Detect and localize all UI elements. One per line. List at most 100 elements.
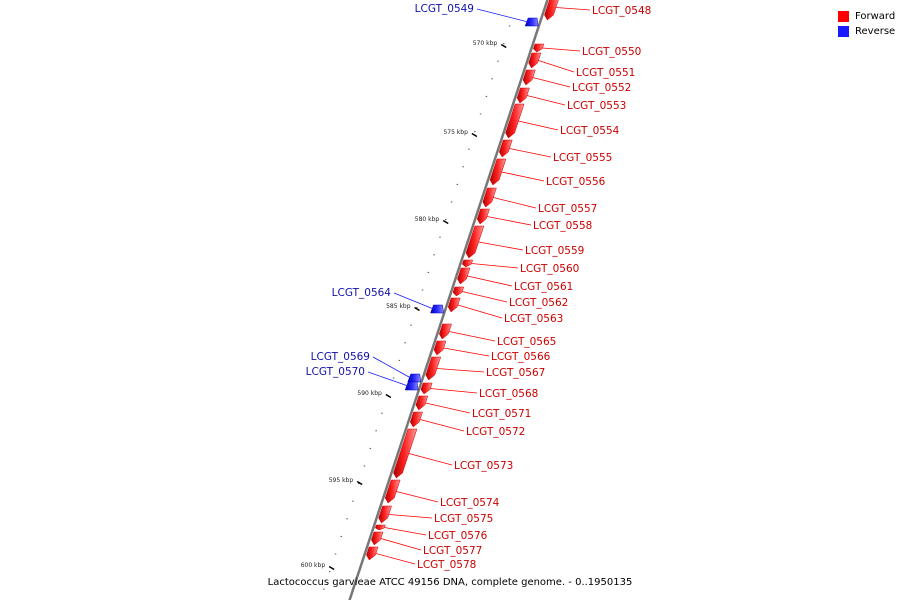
reverse-gene-arrow[interactable] (430, 304, 444, 314)
tick-label: 585 kbp (386, 303, 411, 310)
label-leader (443, 347, 490, 357)
forward-gene-label[interactable]: LCGT_0556 (546, 176, 606, 188)
forward-gene-arrow[interactable] (499, 139, 513, 158)
forward-gene-arrow[interactable] (522, 69, 536, 86)
label-leader (420, 419, 465, 432)
label-leader (396, 491, 439, 503)
forward-gene-label[interactable]: LCGT_0560 (520, 263, 579, 275)
forward-gene-label[interactable]: LCGT_0562 (509, 297, 568, 309)
forward-gene-arrow[interactable] (375, 524, 386, 531)
forward-gene-label[interactable]: LCGT_0573 (454, 460, 513, 472)
forward-gene-arrow[interactable] (378, 505, 392, 524)
legend-reverse-label: Reverse (855, 26, 896, 37)
forward-gene-label[interactable]: LCGT_0575 (434, 513, 493, 525)
forward-gene-arrow[interactable] (489, 158, 507, 186)
forward-gene-label[interactable]: LCGT_0576 (428, 530, 488, 542)
forward-gene-arrow[interactable] (433, 340, 447, 356)
label-leader (501, 171, 545, 182)
forward-gene-arrow[interactable] (544, 0, 560, 21)
reverse-gene-label[interactable]: LCGT_0564 (332, 287, 392, 299)
label-leader (476, 8, 529, 23)
label-leader (542, 47, 581, 52)
forward-gene-label[interactable]: LCGT_0550 (582, 46, 641, 58)
label-leader (555, 7, 591, 11)
label-leader (367, 371, 409, 387)
forward-gene-label[interactable]: LCGT_0568 (479, 388, 538, 400)
legend: Forward Reverse (838, 9, 895, 39)
forward-gene-arrow[interactable] (452, 286, 465, 297)
label-leader (408, 453, 453, 466)
label-leader (509, 148, 552, 158)
label-leader (436, 368, 485, 373)
forward-gene-arrow[interactable] (420, 382, 433, 395)
forward-gene-label[interactable]: LCGT_0557 (538, 203, 597, 215)
label-leader (538, 60, 575, 73)
forward-gene-label[interactable]: LCGT_0577 (423, 545, 482, 557)
forward-gene-label[interactable]: LCGT_0566 (491, 351, 551, 363)
forward-gene-arrow[interactable] (425, 356, 442, 381)
forward-gene-label[interactable]: LCGT_0558 (533, 220, 592, 232)
genome-caption: Lactococcus garvieae ATCC 49156 DNA, com… (267, 577, 633, 588)
forward-gene-arrow[interactable] (366, 546, 379, 561)
forward-gene-arrow[interactable] (371, 531, 384, 546)
forward-gene-label[interactable]: LCGT_0551 (576, 67, 635, 79)
forward-gene-arrow[interactable] (476, 208, 490, 225)
major-tick (471, 132, 478, 138)
reverse-gene-label[interactable]: LCGT_0569 (311, 351, 370, 363)
label-leader (532, 77, 571, 88)
forward-gene-label[interactable]: LCGT_0571 (472, 408, 531, 420)
tick-label: 570 kbp (473, 40, 498, 47)
label-leader (462, 291, 508, 303)
forward-gene-arrow[interactable] (462, 259, 474, 268)
tick-label: 575 kbp (443, 129, 468, 136)
label-leader (388, 514, 433, 519)
tick-label: 590 kbp (357, 390, 382, 397)
forward-gene-label[interactable]: LCGT_0578 (417, 559, 476, 571)
forward-gene-label[interactable]: LCGT_0554 (560, 125, 620, 137)
forward-gene-arrow[interactable] (439, 323, 452, 340)
major-tick (356, 480, 363, 486)
forward-gene-arrow[interactable] (447, 297, 461, 313)
forward-gene-label[interactable]: LCGT_0574 (440, 497, 500, 509)
forward-gene-arrow[interactable] (505, 103, 525, 139)
forward-gene-arrow[interactable] (516, 87, 530, 104)
forward-gene-arrow[interactable] (528, 52, 542, 69)
forward-gene-label[interactable]: LCGT_0572 (466, 426, 525, 438)
forward-gene-arrow[interactable] (384, 479, 401, 504)
forward-gene-arrow[interactable] (533, 43, 545, 53)
tick-label: 600 kbp (301, 562, 326, 569)
forward-gene-label[interactable]: LCGT_0548 (592, 5, 651, 17)
major-tick (442, 219, 449, 225)
forward-gene-label[interactable]: LCGT_0559 (525, 245, 584, 257)
reverse-gene-arrow[interactable] (407, 373, 422, 383)
label-leader (493, 197, 537, 209)
forward-gene-label[interactable]: LCGT_0565 (497, 336, 556, 348)
legend-forward: Forward (838, 9, 895, 24)
label-leader (393, 292, 434, 310)
label-leader (384, 527, 427, 536)
label-leader (518, 120, 559, 131)
label-leader (526, 95, 566, 106)
reverse-gene-arrow[interactable] (524, 17, 539, 27)
forward-gene-label[interactable]: LCGT_0561 (514, 281, 573, 293)
forward-gene-arrow[interactable] (457, 267, 471, 285)
major-tick (500, 43, 507, 49)
reverse-gene-arrow[interactable] (404, 381, 419, 391)
forward-gene-arrow[interactable] (465, 225, 485, 259)
reverse-gene-label[interactable]: LCGT_0549 (415, 3, 474, 15)
forward-gene-arrow[interactable] (393, 428, 418, 479)
forward-gene-label[interactable]: LCGT_0555 (553, 152, 612, 164)
forward-gene-arrow[interactable] (482, 187, 497, 208)
major-tick (414, 306, 420, 312)
reverse-gene-label[interactable]: LCGT_0570 (306, 366, 365, 378)
forward-gene-label[interactable]: LCGT_0552 (572, 82, 631, 94)
forward-gene-arrow[interactable] (410, 411, 423, 428)
tick-label: 595 kbp (329, 477, 354, 484)
forward-gene-label[interactable]: LCGT_0563 (504, 313, 563, 325)
forward-gene-arrow[interactable] (415, 395, 429, 411)
forward-gene-label[interactable]: LCGT_0553 (567, 100, 626, 112)
tick-label: 580 kbp (415, 216, 440, 223)
forward-gene-label[interactable]: LCGT_0567 (486, 367, 545, 379)
major-tick (385, 393, 392, 399)
